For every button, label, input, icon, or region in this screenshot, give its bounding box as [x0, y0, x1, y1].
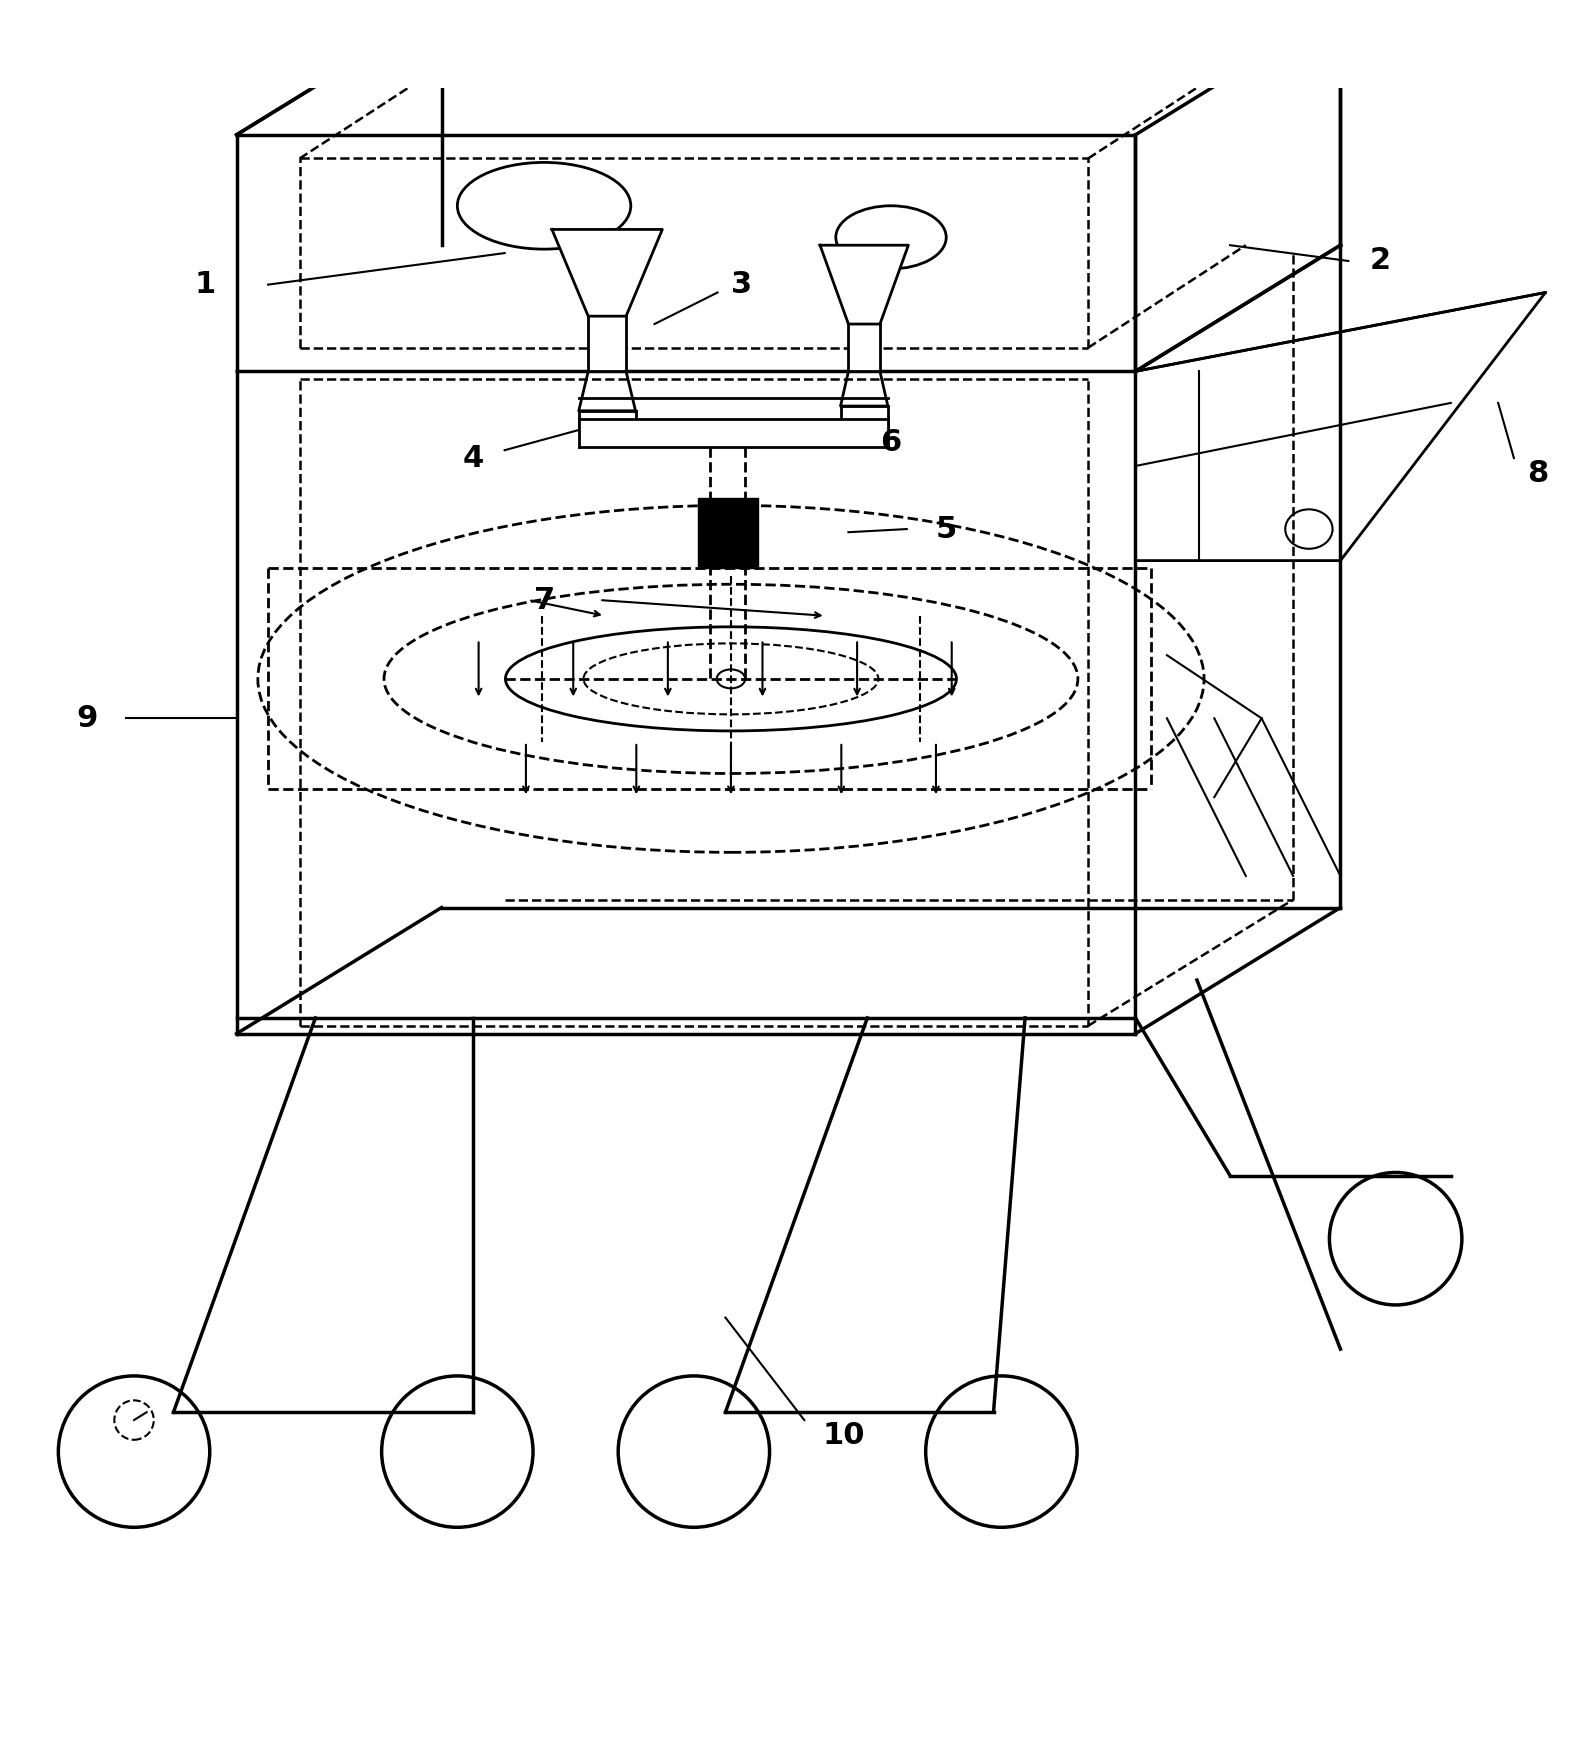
Text: 7: 7: [533, 585, 555, 615]
Text: 1: 1: [194, 270, 216, 300]
Text: 3: 3: [730, 270, 752, 300]
Text: 2: 2: [1369, 247, 1391, 275]
Text: 4: 4: [462, 443, 484, 473]
Text: 6: 6: [880, 427, 902, 457]
Text: 5: 5: [935, 515, 957, 543]
Polygon shape: [552, 230, 662, 315]
Text: 8: 8: [1527, 459, 1549, 489]
Polygon shape: [697, 498, 759, 568]
Text: 9: 9: [76, 704, 98, 732]
Polygon shape: [820, 245, 908, 324]
Text: 10: 10: [823, 1421, 864, 1451]
Polygon shape: [848, 324, 880, 371]
Polygon shape: [579, 419, 888, 447]
Polygon shape: [588, 315, 626, 371]
